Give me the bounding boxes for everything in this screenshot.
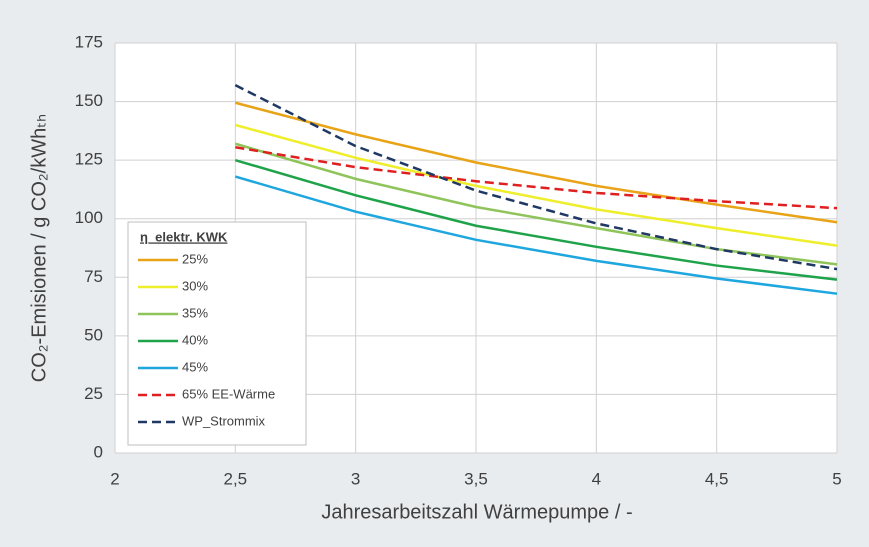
x-tick-label: 4 <box>592 469 601 488</box>
y-tick-label: 100 <box>75 208 103 227</box>
y-tick-label: 25 <box>84 384 103 403</box>
line <box>234 142 838 266</box>
legend-label: 45% <box>182 359 208 374</box>
legend-label: 30% <box>182 278 208 293</box>
legend-label: WP_Strommix <box>182 413 266 428</box>
x-tick-label: 4,5 <box>705 469 729 488</box>
line <box>234 175 838 295</box>
x-tick-label: 2 <box>110 469 119 488</box>
legend-label: 35% <box>182 305 208 320</box>
line <box>234 158 838 281</box>
legend-box <box>127 221 307 446</box>
line <box>234 84 838 271</box>
y-tick-label: 175 <box>75 32 103 51</box>
y-tick-label: 50 <box>84 325 103 344</box>
line <box>235 101 838 224</box>
line <box>235 123 838 247</box>
legend-title: η_elektr. KWK <box>140 229 228 244</box>
legend: η_elektr. KWK 25% 30% 35% 40% 45% 65% EE-Wärme… <box>127 221 307 446</box>
y-tick-label: 75 <box>84 267 103 286</box>
y-tick-label: 0 <box>94 442 103 461</box>
x-tick-label: 3,5 <box>464 469 488 488</box>
line <box>235 146 838 210</box>
x-axis-label: Jahresarbeitszahl Wärmepumpe / - <box>321 501 632 523</box>
legend-label: 25% <box>182 251 208 266</box>
x-tick-label: 5 <box>832 469 841 488</box>
legend-label: 40% <box>182 332 208 347</box>
legend-label: 65% EE-Wärme <box>182 386 275 401</box>
y-tick-label: 150 <box>75 91 103 110</box>
x-tick-label: 2,5 <box>224 469 248 488</box>
x-tick-label: 3 <box>351 469 360 488</box>
y-axis-label: CO₂-Emisionen / g CO₂/kWhₜₕ <box>28 114 50 382</box>
y-tick-label: 125 <box>75 150 103 169</box>
